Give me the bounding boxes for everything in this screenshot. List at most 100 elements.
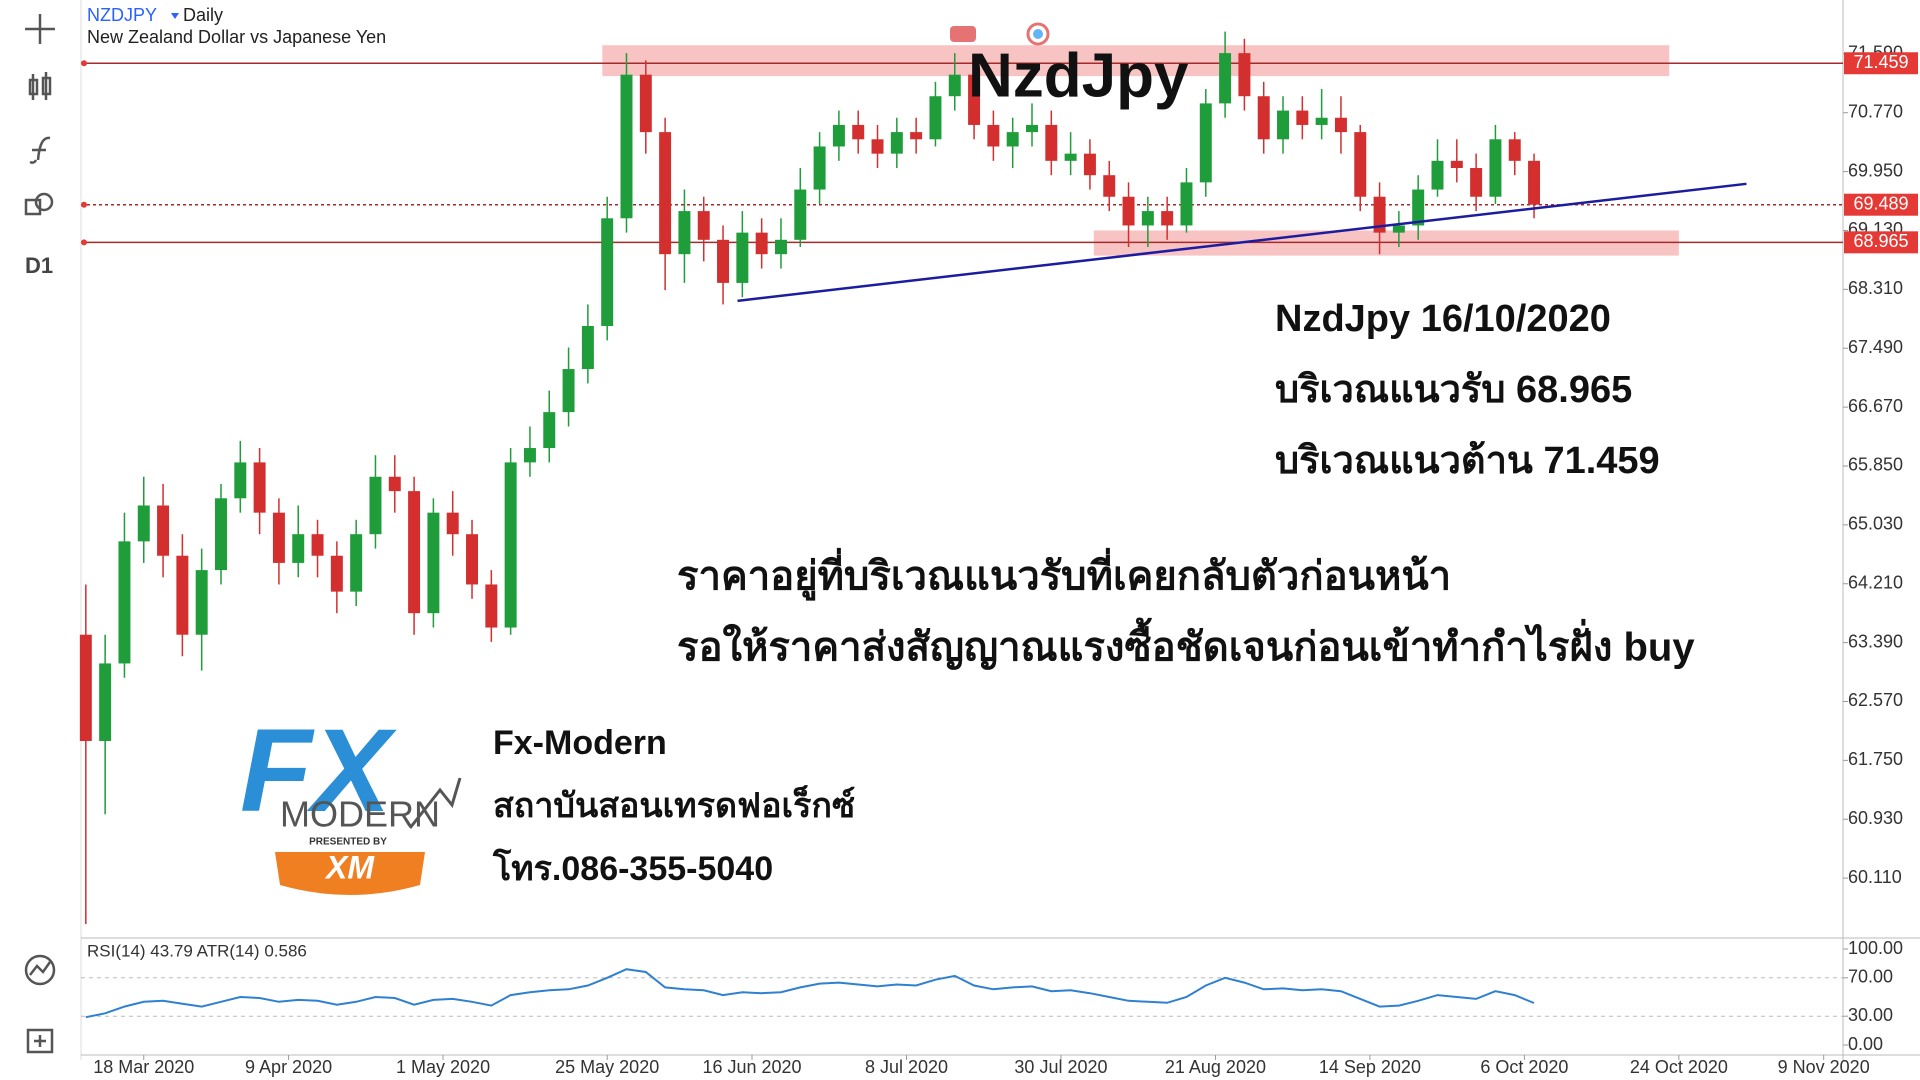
y-tick-label: 100.00: [1848, 938, 1903, 958]
candle-body: [562, 369, 575, 413]
candle-body: [1161, 211, 1174, 226]
candle-body: [813, 146, 826, 190]
level-label-bg: [1844, 52, 1918, 75]
x-tick-label: 16 Jun 2020: [702, 1057, 801, 1077]
y-tick-label: 0.00: [1848, 1034, 1883, 1054]
annotation: บริเวณแนวรับ 68.965: [1275, 369, 1632, 411]
x-tick-label: 14 Sep 2020: [1319, 1057, 1421, 1077]
candle-body: [466, 534, 479, 585]
candle-body: [1238, 53, 1251, 97]
function-tool[interactable]: [29, 136, 51, 164]
candle-body: [1026, 124, 1038, 133]
interval: Daily: [183, 5, 223, 25]
candle-body: [446, 512, 459, 535]
candle-body: [1508, 139, 1521, 161]
candle-body: [1103, 175, 1116, 197]
candle-body: [1392, 225, 1405, 233]
x-tick-label: 24 Oct 2020: [1630, 1057, 1728, 1077]
candle-body: [1412, 189, 1425, 226]
candle-tool[interactable]: [28, 72, 52, 100]
symbol[interactable]: NZDJPY: [87, 5, 157, 25]
candle-body: [620, 74, 633, 219]
candle-body: [1431, 160, 1444, 190]
candle-body: [253, 462, 266, 513]
annotation: ราคาอยู่ที่บริเวณแนวรับที่เคยกลับตัวก่อน…: [677, 548, 1451, 601]
y-tick-label: 61.750: [1848, 749, 1903, 769]
candle-body: [736, 232, 749, 283]
x-tick-label: 25 May 2020: [555, 1057, 659, 1077]
level-anchor: [81, 60, 87, 67]
candle-body: [195, 570, 208, 635]
candle-body: [1528, 160, 1541, 205]
candle-body: [388, 476, 401, 492]
candle-body: [755, 232, 768, 255]
crosshair-tool[interactable]: [25, 14, 55, 44]
candle-body: [852, 124, 865, 140]
add-pane[interactable]: [26, 1028, 54, 1054]
partner-logo: XM: [324, 849, 375, 885]
x-tick-label: 1 May 2020: [396, 1057, 490, 1077]
level-label: 69.489: [1853, 193, 1908, 213]
level-anchor: [81, 201, 87, 208]
candle-body: [832, 124, 845, 147]
candle-body: [1083, 153, 1096, 176]
y-tick-label: 69.950: [1848, 160, 1903, 180]
candle-body: [639, 74, 652, 133]
candle-body: [79, 634, 92, 741]
candle-body: [99, 663, 112, 741]
y-tick-label: 67.490: [1848, 337, 1903, 357]
shape-tool[interactable]: [24, 192, 54, 216]
candle-body: [118, 541, 131, 664]
candle-body: [1373, 196, 1386, 233]
candle-body: [794, 189, 807, 240]
plot-area: 71.59070.77069.95069.13068.31067.49066.6…: [79, 31, 1903, 1077]
candle-body: [1180, 182, 1193, 226]
candle-body: [1489, 139, 1502, 197]
candle-body: [717, 239, 730, 283]
x-tick-label: 6 Oct 2020: [1480, 1057, 1568, 1077]
candle-body: [1006, 132, 1019, 147]
candle-body: [311, 534, 324, 556]
indicator-tool[interactable]: [24, 954, 56, 986]
level-label-bg: [1844, 193, 1918, 216]
annotation: รอให้ราคาส่งสัญญาณแรงซื้อชัดเจนก่อนเข้าท…: [677, 618, 1695, 671]
candle-body: [1450, 160, 1463, 169]
candle-body: [987, 124, 1000, 147]
candle-body: [543, 412, 556, 449]
presented-by: PRESENTED BY: [309, 837, 387, 848]
symbol-dropdown[interactable]: [171, 13, 179, 19]
candle-body: [1141, 211, 1154, 226]
y-tick-label: 68.310: [1848, 278, 1903, 298]
candle-body: [1064, 153, 1077, 161]
candle-body: [1122, 196, 1135, 226]
candle-body: [350, 534, 363, 592]
chart-title: NzdJpy: [968, 41, 1189, 110]
candle-body: [369, 476, 382, 535]
candle-body: [1334, 117, 1347, 133]
candle-body: [427, 512, 440, 614]
candle-body: [929, 96, 942, 140]
candle-body: [485, 584, 498, 628]
candle-body: [408, 491, 421, 614]
y-tick-label: 30.00: [1848, 1005, 1893, 1025]
interval-button[interactable]: D1: [25, 253, 53, 278]
candle-body: [137, 505, 150, 542]
x-tick-label: 9 Nov 2020: [1778, 1057, 1870, 1077]
symbol-description: New Zealand Dollar vs Japanese Yen: [87, 27, 386, 47]
brand-logo: FX MODERN PRESENTED BY XM: [240, 705, 462, 895]
brand-name: Fx-Modern: [493, 724, 667, 762]
candle-body: [176, 555, 189, 635]
y-tick-label: 64.210: [1848, 572, 1903, 592]
y-tick-label: 65.850: [1848, 455, 1903, 475]
candle-body: [1257, 96, 1270, 140]
candle-body: [330, 555, 343, 592]
annotation: บริเวณแนวต้าน 71.459: [1275, 440, 1660, 482]
logo-mark: FX: [240, 705, 397, 837]
indicator-label: RSI(14) 43.79 ATR(14) 0.586: [87, 941, 307, 960]
candle-body: [601, 218, 614, 326]
brand-phone: โทร.086-355-5040: [492, 848, 773, 888]
candle-body: [1199, 103, 1212, 183]
candle-body: [1470, 168, 1483, 197]
